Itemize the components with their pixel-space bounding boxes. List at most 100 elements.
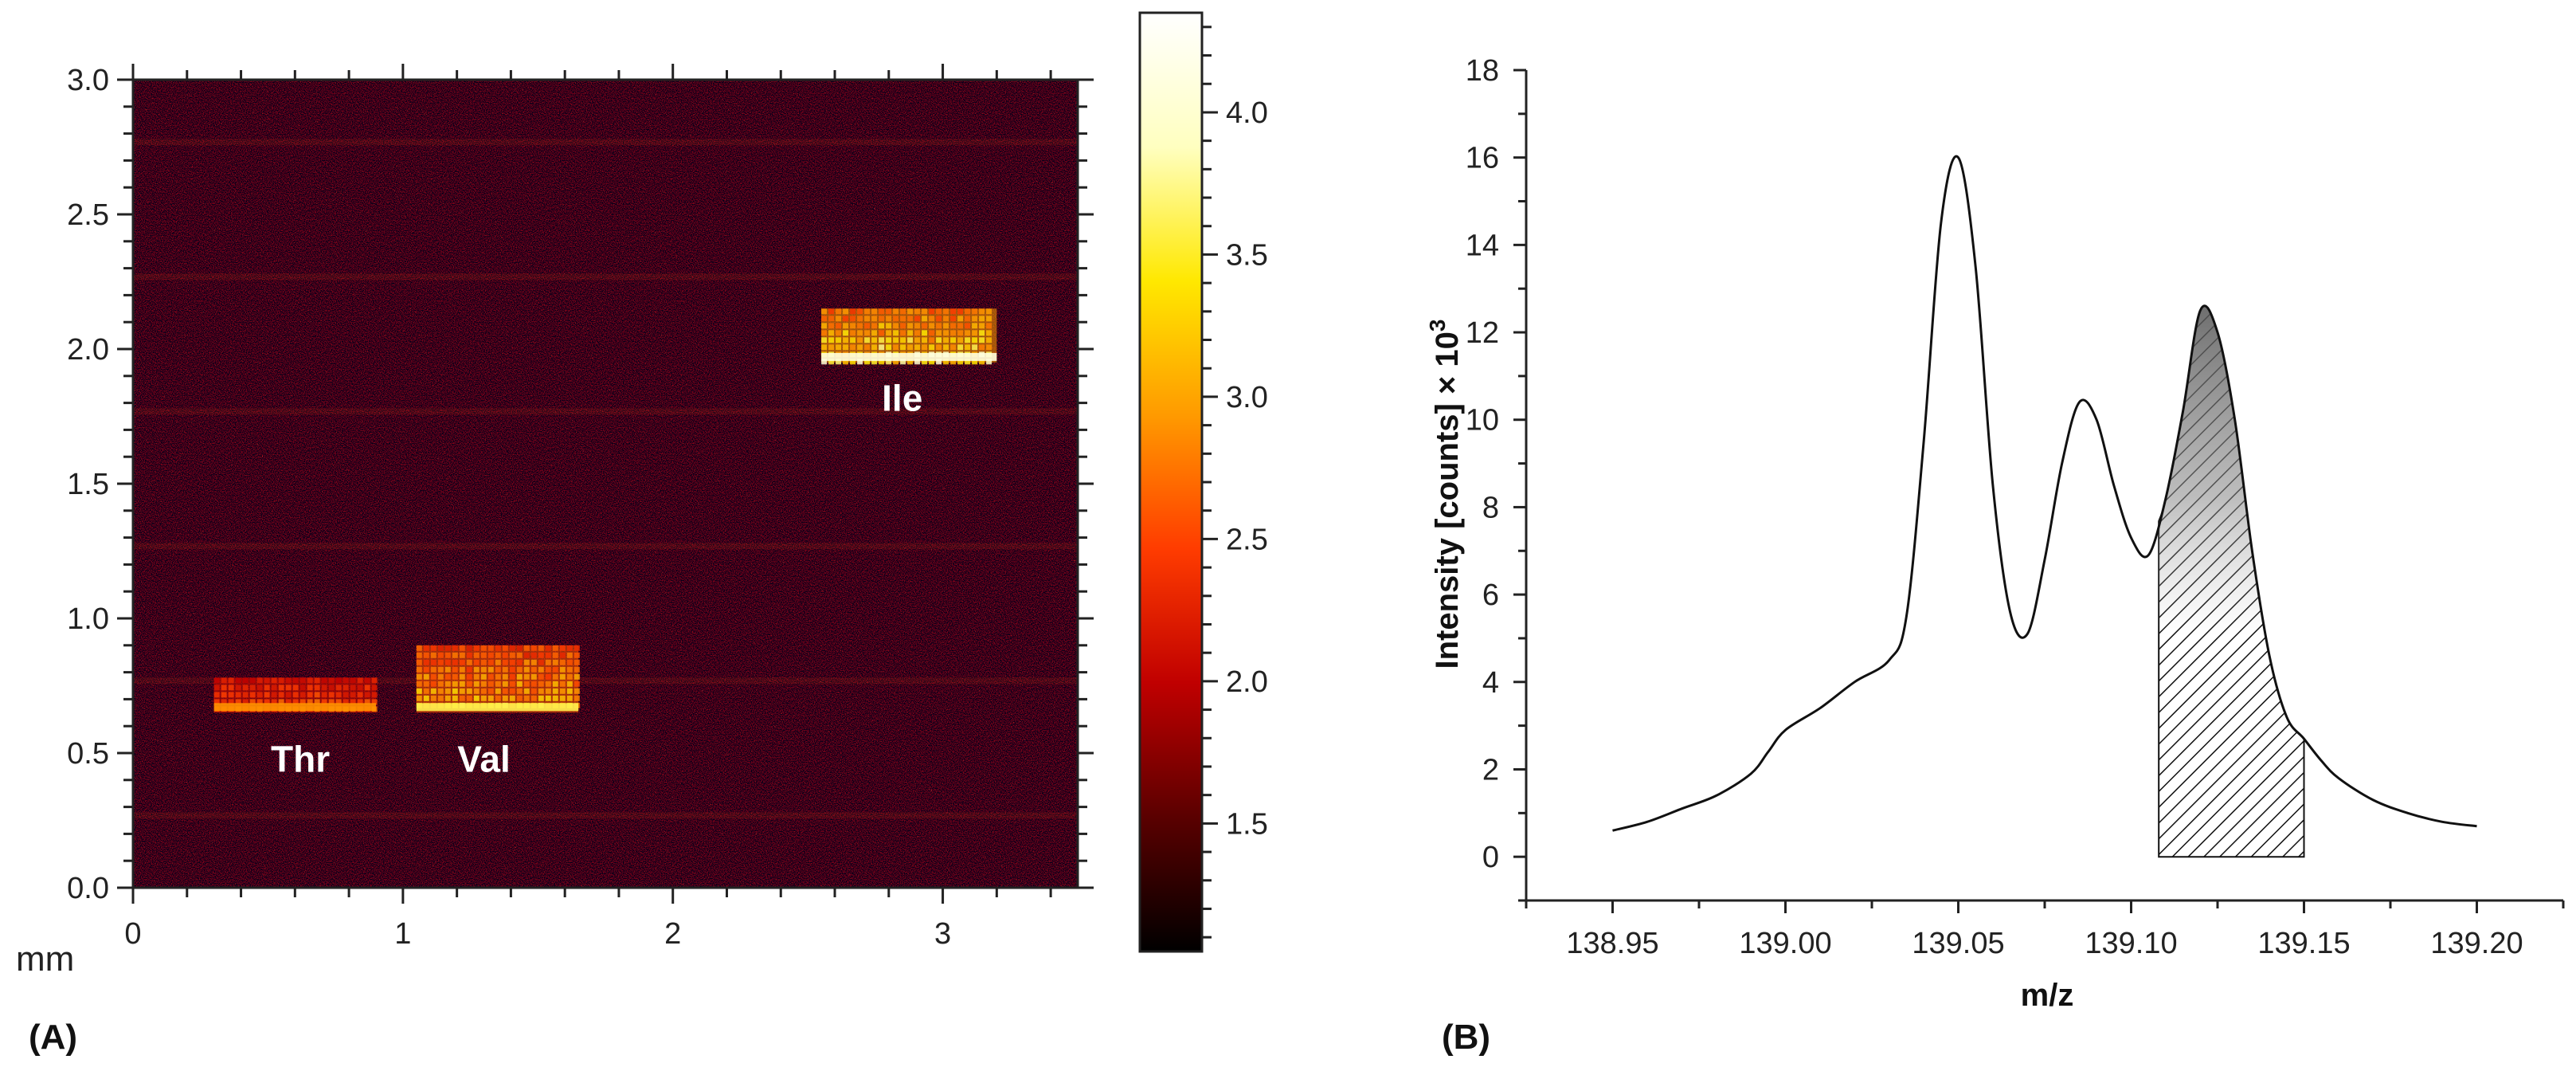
hotspot-val-pixel xyxy=(538,652,544,658)
hotspot-ile-pixel xyxy=(907,344,914,351)
hotspot-ile-pixel xyxy=(922,359,928,365)
hotspot-val-pixel xyxy=(530,695,537,701)
hotspot-ile-pixel xyxy=(864,316,871,322)
hotspot-ile-pixel xyxy=(893,359,899,365)
hotspot-thr-pixel xyxy=(221,692,227,698)
y-tick-label: 2.5 xyxy=(67,198,109,232)
hotspot-thr-pixel xyxy=(307,677,313,684)
hotspot-thr-pixel xyxy=(235,699,241,705)
hotspot-ile-pixel xyxy=(972,323,978,329)
hotspot-ile-pixel xyxy=(929,337,935,343)
hotspot-ile-pixel xyxy=(893,344,899,351)
hotspot-val-pixel xyxy=(430,645,437,651)
hotspot-val-pixel xyxy=(530,666,537,673)
hotspot-val-pixel xyxy=(480,659,487,665)
hotspot-ile-pixel xyxy=(950,344,957,351)
hotspot-val-pixel xyxy=(509,695,515,701)
hotspot-ile-pixel xyxy=(886,316,892,322)
hotspot-val-pixel xyxy=(545,695,551,701)
hotspot-ile-pixel xyxy=(836,316,842,322)
hotspot-ile-pixel xyxy=(914,308,921,315)
hotspot-val-pixel xyxy=(538,666,544,673)
hotspot-val-pixel xyxy=(530,673,537,680)
hotspot-val-pixel xyxy=(416,645,422,651)
hotspot-thr-pixel xyxy=(249,685,256,691)
hotspot-ile-pixel xyxy=(972,316,978,322)
hotspot-val-pixel xyxy=(459,688,465,694)
hotspot-val-pixel xyxy=(559,652,566,658)
hotspot-ile-pixel xyxy=(821,323,828,329)
hotspot-val-pixel xyxy=(423,652,429,658)
hotspot-ile-pixel xyxy=(850,316,856,322)
annotation-ile: Ile xyxy=(882,378,922,419)
hotspot-val-pixel xyxy=(459,673,465,680)
hotspot-val-pixel xyxy=(530,688,537,694)
hotspot-ile-band xyxy=(821,352,997,361)
spectrum-line xyxy=(1612,155,2477,832)
hotspot-val-pixel xyxy=(502,645,508,651)
hotspot-val-pixel xyxy=(480,681,487,687)
hotspot-val-pixel xyxy=(523,652,530,658)
hotspot-ile-pixel xyxy=(914,359,921,365)
hotspot-val-pixel xyxy=(480,688,487,694)
hotspot-val-pixel xyxy=(574,695,580,701)
spectrum-y-axis-title: Intensity [counts] × 103 xyxy=(1425,320,1465,669)
hotspot-ile-pixel xyxy=(843,344,849,351)
hotspot-ile-pixel xyxy=(929,344,935,351)
hotspot-val-pixel xyxy=(437,666,444,673)
hotspot-thr-pixel xyxy=(242,692,249,698)
hotspot-val-pixel xyxy=(466,688,472,694)
hotspot-ile-pixel xyxy=(936,344,942,351)
hotspot-thr-pixel xyxy=(278,699,284,705)
hotspot-ile-pixel xyxy=(979,316,985,322)
hotspot-val-pixel xyxy=(487,659,494,665)
hotspot-val-pixel xyxy=(516,645,523,651)
hotspot-val-pixel xyxy=(423,681,429,687)
hotspot-ile-pixel xyxy=(871,308,878,315)
hotspot-ile-pixel xyxy=(943,359,949,365)
hotspot-val-pixel xyxy=(452,645,458,651)
hotspot-ile-pixel xyxy=(886,330,892,336)
spectrum-series xyxy=(1612,155,2477,832)
hotspot-ile-pixel xyxy=(922,344,928,351)
hotspot-thr-pixel xyxy=(314,685,320,691)
hotspot-ile-pixel xyxy=(957,323,964,329)
colorbar: 1.5 2.0 2.5 3.0 3.5 4.0 xyxy=(1138,11,1268,953)
hotspot-val-pixel xyxy=(444,673,451,680)
hotspot-ile-pixel xyxy=(857,330,863,336)
hotspot-val-pixel xyxy=(459,659,465,665)
hotspot-ile-pixel xyxy=(879,344,885,351)
hotspot-val-pixel xyxy=(459,695,465,701)
hotspot-val-pixel xyxy=(523,681,530,687)
hotspot-val-pixel xyxy=(502,652,508,658)
hotspot-val-pixel xyxy=(566,681,573,687)
hotspot-ile-pixel xyxy=(950,337,957,343)
hotspot-thr-pixel xyxy=(328,692,335,698)
hotspot-val-pixel xyxy=(423,688,429,694)
hotspot-ile-pixel xyxy=(922,323,928,329)
hotspot-ile-pixel xyxy=(914,337,921,343)
y-tick-label: 4 xyxy=(1482,666,1499,700)
hotspot-val-pixel xyxy=(466,659,472,665)
hotspot-ile-pixel xyxy=(950,359,957,365)
hotspot-ile-pixel xyxy=(828,323,835,329)
hotspot-thr-pixel xyxy=(299,699,306,705)
hotspot-val-pixel xyxy=(516,666,523,673)
hotspot-val-pixel xyxy=(523,659,530,665)
hotspot-val-pixel xyxy=(487,695,494,701)
hotspot-val-pixel xyxy=(538,673,544,680)
hotspot-thr-pixel xyxy=(235,677,241,684)
hotspot-ile-pixel xyxy=(900,359,906,365)
hotspot-val-pixel xyxy=(566,673,573,680)
hotspot-ile-pixel xyxy=(972,359,978,365)
y-tick-label: 0.0 xyxy=(67,872,109,905)
hotspot-ile-pixel xyxy=(821,344,828,351)
hotspot-thr-pixel xyxy=(256,677,263,684)
hotspot-val-pixel xyxy=(437,652,444,658)
hotspot-val-pixel xyxy=(430,695,437,701)
hotspot-ile-pixel xyxy=(907,337,914,343)
hotspot-val-pixel xyxy=(574,645,580,651)
hotspot-thr-pixel xyxy=(307,699,313,705)
hotspot-ile-pixel xyxy=(950,330,957,336)
